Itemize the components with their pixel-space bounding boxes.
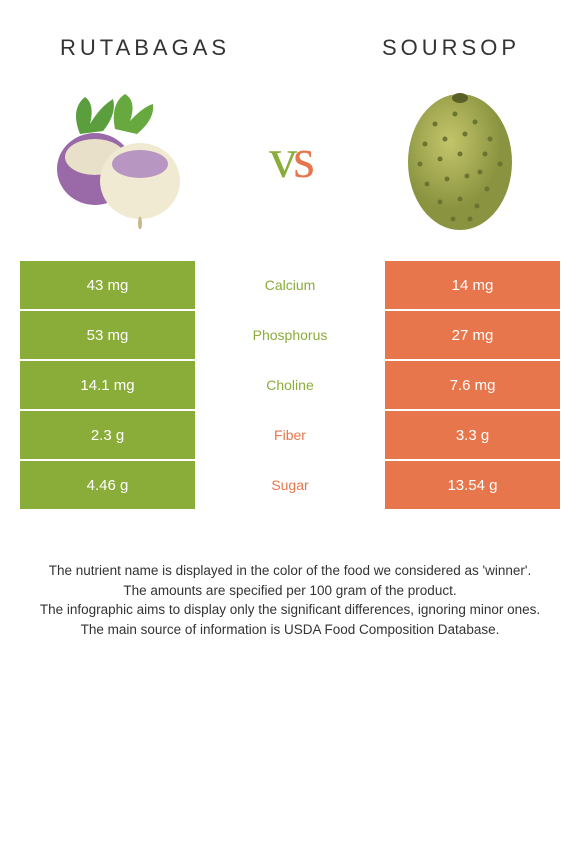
nutrient-label: Calcium — [195, 261, 385, 309]
footer-line: The main source of information is USDA F… — [30, 620, 550, 640]
nutrient-label: Sugar — [195, 461, 385, 509]
table-row: 14.1 mgCholine7.6 mg — [20, 361, 560, 411]
footer-line: The amounts are specified per 100 gram o… — [30, 581, 550, 601]
right-value: 27 mg — [385, 311, 560, 359]
right-value: 14 mg — [385, 261, 560, 309]
table-row: 2.3 gFiber3.3 g — [20, 411, 560, 461]
left-value: 2.3 g — [20, 411, 195, 459]
table-row: 43 mgCalcium14 mg — [20, 261, 560, 311]
table-row: 4.46 gSugar13.54 g — [20, 461, 560, 511]
footer-line: The infographic aims to display only the… — [30, 600, 550, 620]
right-value: 7.6 mg — [385, 361, 560, 409]
vs-v-letter: v — [269, 128, 293, 190]
vs-s-letter: s — [293, 128, 311, 190]
left-food-title: Rutabagas — [60, 35, 230, 61]
right-value: 13.54 g — [385, 461, 560, 509]
vs-label: vs — [269, 127, 311, 191]
nutrient-label: Choline — [195, 361, 385, 409]
right-food-title: Soursop — [382, 35, 520, 61]
nutrient-label: Fiber — [195, 411, 385, 459]
right-value: 3.3 g — [385, 411, 560, 459]
left-value: 4.46 g — [20, 461, 195, 509]
table-row: 53 mgPhosphorus27 mg — [20, 311, 560, 361]
comparison-table: 43 mgCalcium14 mg53 mgPhosphorus27 mg14.… — [0, 261, 580, 511]
footer-line: The nutrient name is displayed in the co… — [30, 561, 550, 581]
left-value: 14.1 mg — [20, 361, 195, 409]
soursop-image — [380, 84, 540, 234]
footer-notes: The nutrient name is displayed in the co… — [0, 511, 580, 639]
left-value: 43 mg — [20, 261, 195, 309]
header: Rutabagas Soursop — [0, 0, 580, 61]
images-row: vs — [0, 61, 580, 261]
rutabaga-image — [40, 84, 200, 234]
left-value: 53 mg — [20, 311, 195, 359]
nutrient-label: Phosphorus — [195, 311, 385, 359]
